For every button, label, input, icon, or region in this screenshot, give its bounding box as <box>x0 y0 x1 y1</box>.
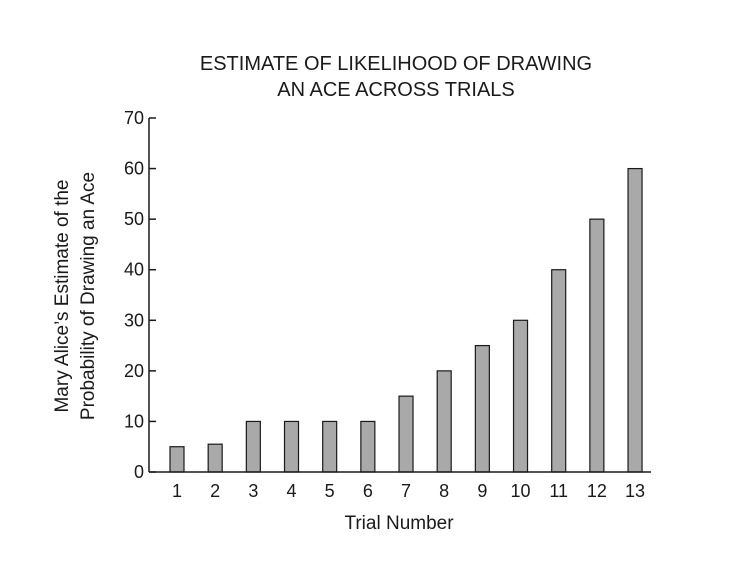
x-tick-label-9: 9 <box>477 481 487 501</box>
bar-trial-10 <box>512 319 529 473</box>
y-axis-title-line-2: Probability of Drawing an Ace <box>78 172 99 420</box>
x-tick-label-3: 3 <box>248 481 258 501</box>
y-axis-title: Mary Alice’s Estimate of the Probability… <box>52 172 99 420</box>
y-axis-title-line-1: Mary Alice’s Estimate of the <box>52 179 73 412</box>
bar-trial-7 <box>398 395 414 473</box>
x-tick-label-12: 12 <box>587 481 607 501</box>
x-tick-label-4: 4 <box>287 481 297 501</box>
x-tick-label-13: 13 <box>625 481 645 501</box>
y-tick-label-40: 40 <box>124 260 144 280</box>
bar-trial-11 <box>551 269 567 473</box>
x-tick-label-6: 6 <box>363 481 373 501</box>
y-axis-ticks: 0 10 20 30 40 50 60 70 <box>124 108 156 482</box>
x-tick-label-10: 10 <box>511 481 531 501</box>
bar-trial-5 <box>322 420 338 473</box>
y-tick-label-10: 10 <box>124 411 144 431</box>
y-tick-label-30: 30 <box>124 310 144 330</box>
y-tick-label-50: 50 <box>124 209 144 229</box>
bar-trial-13 <box>627 167 643 473</box>
bar-trial-8 <box>436 370 452 473</box>
bar-trial-12 <box>589 218 605 473</box>
bar-trial-6 <box>360 420 376 473</box>
x-tick-label-2: 2 <box>210 481 220 501</box>
chart-title-line-2: AN ACE ACROSS TRIALS <box>277 79 515 101</box>
y-tick-label-60: 60 <box>124 159 144 179</box>
chart-title: ESTIMATE OF LIKELIHOOD OF DRAWING AN ACE… <box>200 53 592 101</box>
bar-trial-9 <box>474 344 490 473</box>
bar-trial-1 <box>169 446 185 473</box>
x-tick-label-5: 5 <box>325 481 335 501</box>
x-tick-label-8: 8 <box>439 481 449 501</box>
y-tick-label-70: 70 <box>124 108 144 128</box>
x-axis-ticks: 1 2 3 4 5 6 7 8 9 10 11 12 13 <box>172 481 645 501</box>
chart-title-line-1: ESTIMATE OF LIKELIHOOD OF DRAWING <box>200 53 592 75</box>
bar-trial-4 <box>283 420 300 473</box>
x-axis-title: Trial Number <box>344 513 454 534</box>
y-tick-label-20: 20 <box>124 361 144 381</box>
bar-trial-3 <box>245 420 261 473</box>
bars <box>169 167 643 473</box>
bar-trial-2 <box>207 443 223 473</box>
x-tick-label-11: 11 <box>549 481 568 501</box>
x-tick-label-7: 7 <box>401 481 411 501</box>
y-tick-label-0: 0 <box>134 462 144 482</box>
x-tick-label-1: 1 <box>172 481 182 501</box>
